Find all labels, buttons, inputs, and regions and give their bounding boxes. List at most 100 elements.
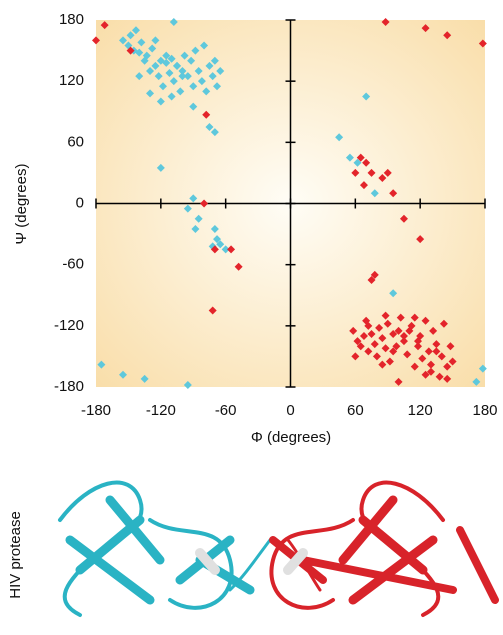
point: [394, 326, 403, 335]
point: [421, 24, 430, 33]
point: [173, 61, 182, 70]
point: [176, 87, 185, 96]
point: [367, 275, 376, 284]
point: [183, 72, 192, 81]
point: [432, 347, 441, 356]
point: [392, 342, 401, 351]
x-tick-label: -60: [215, 402, 237, 419]
point: [191, 224, 200, 233]
point: [353, 337, 362, 346]
point: [167, 54, 176, 63]
point: [367, 329, 376, 338]
point: [200, 41, 209, 50]
point: [200, 199, 209, 208]
point: [351, 168, 360, 177]
point: [478, 364, 487, 373]
point: [426, 367, 435, 376]
y-axis-label: Ψ (degrees): [13, 164, 30, 245]
point: [216, 240, 225, 249]
point: [396, 313, 405, 322]
point: [362, 158, 371, 167]
point: [221, 245, 230, 254]
point: [443, 362, 452, 371]
point: [187, 56, 196, 65]
point: [389, 347, 398, 356]
point: [162, 51, 171, 60]
point: [216, 66, 225, 75]
point: [208, 72, 217, 81]
point: [443, 31, 452, 40]
point: [194, 66, 203, 75]
point: [213, 235, 222, 244]
point: [126, 31, 135, 40]
point: [158, 82, 167, 91]
side-label: HIV protease: [7, 511, 24, 599]
point: [353, 158, 362, 167]
point: [443, 374, 452, 383]
point: [424, 347, 433, 356]
point: [178, 72, 187, 81]
point: [381, 18, 390, 27]
point: [389, 189, 398, 198]
point: [210, 128, 219, 137]
point: [399, 337, 408, 346]
point: [389, 329, 398, 338]
point: [410, 362, 419, 371]
point: [151, 36, 160, 45]
point: [356, 342, 365, 351]
point: [478, 39, 487, 48]
point: [210, 245, 219, 254]
point: [97, 360, 106, 369]
point: [439, 319, 448, 328]
point: [421, 316, 430, 325]
point: [131, 26, 140, 35]
point: [156, 97, 165, 106]
point: [202, 87, 211, 96]
point: [403, 350, 412, 359]
point: [92, 36, 100, 45]
point: [394, 377, 403, 386]
point: [472, 377, 481, 386]
point: [383, 319, 392, 328]
y-tick-label: -120: [54, 317, 84, 334]
point: [416, 235, 425, 244]
point: [169, 77, 178, 86]
point: [356, 153, 365, 162]
point: [437, 352, 446, 361]
point: [370, 189, 379, 198]
point: [162, 58, 171, 67]
point: [372, 352, 381, 361]
point: [180, 51, 189, 60]
red-ribbon: [269, 480, 499, 617]
point: [364, 321, 373, 330]
point: [383, 168, 392, 177]
point: [378, 360, 387, 369]
x-tick-label: 180: [472, 402, 497, 419]
point: [137, 38, 146, 47]
point: [178, 66, 187, 75]
x-tick-label: -120: [146, 402, 176, 419]
point: [183, 204, 192, 213]
point: [378, 174, 387, 183]
point: [146, 89, 155, 98]
y-tick-label: 60: [67, 133, 84, 150]
point: [367, 168, 376, 177]
point: [375, 323, 384, 332]
y-tick-label: -60: [62, 256, 84, 273]
point: [151, 61, 160, 70]
y-tick-label: 0: [76, 194, 84, 211]
point: [227, 245, 236, 254]
point: [213, 82, 222, 91]
point: [385, 357, 394, 366]
point: [142, 51, 151, 60]
point: [165, 69, 174, 78]
point: [378, 334, 387, 343]
point: [418, 354, 427, 363]
point: [210, 224, 219, 233]
point: [154, 72, 163, 81]
cyan-ribbon: [58, 480, 272, 617]
y-tick-label: 180: [59, 11, 84, 28]
point: [399, 332, 408, 341]
y-tick-label: 120: [59, 72, 84, 89]
